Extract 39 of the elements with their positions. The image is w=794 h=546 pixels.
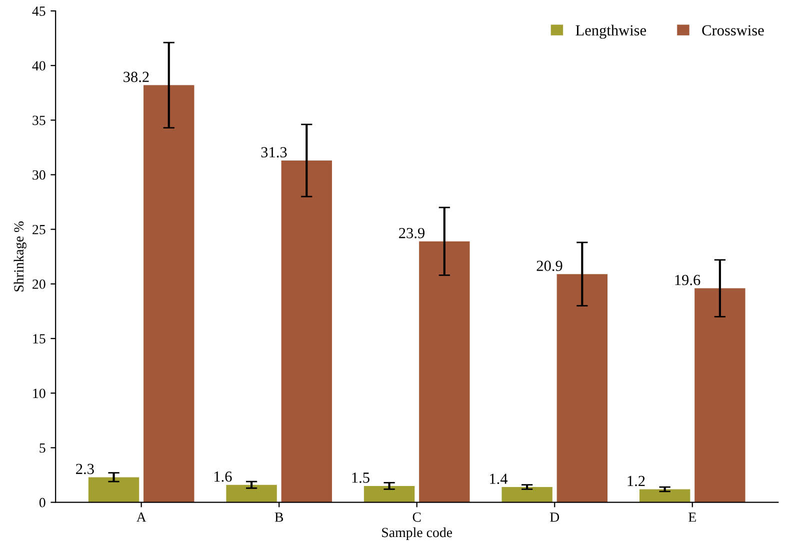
data-label: 31.3 xyxy=(261,147,287,158)
data-label: 1.4 xyxy=(490,474,508,484)
data-label: 1.2 xyxy=(628,476,645,486)
bar xyxy=(226,484,277,502)
bar xyxy=(144,85,194,502)
y-axis-title: Shrinkage % xyxy=(14,221,26,292)
bar xyxy=(694,288,746,502)
data-label: 20.9 xyxy=(536,260,562,272)
x-axis-title: Sample code xyxy=(382,527,452,540)
y-tick-label: 25 xyxy=(32,224,46,234)
bar xyxy=(639,489,690,502)
y-tick-label: 30 xyxy=(32,170,46,180)
data-label: 19.6 xyxy=(675,274,700,286)
bar xyxy=(419,241,470,502)
y-tick-label: 10 xyxy=(33,388,46,398)
bar xyxy=(502,487,552,502)
y-tick-label: 40 xyxy=(32,61,46,70)
legend-label: Crosswise xyxy=(702,25,764,36)
y-tick-label: 20 xyxy=(32,280,46,289)
bar xyxy=(88,477,140,502)
data-label: 23.9 xyxy=(399,228,424,238)
data-label: 1.6 xyxy=(214,471,232,482)
x-tick-label: B xyxy=(274,512,284,522)
x-tick-label: A xyxy=(136,512,146,522)
x-tick-label: D xyxy=(550,512,560,522)
bar xyxy=(364,486,415,502)
x-tick-label: C xyxy=(412,512,421,522)
y-tick-label: 15 xyxy=(33,334,46,344)
y-tick-label: 5 xyxy=(40,443,46,453)
y-tick-label: 35 xyxy=(32,116,46,126)
data-label: 1.5 xyxy=(352,472,370,483)
data-label: 2.3 xyxy=(76,464,94,474)
y-tick-label: 0 xyxy=(39,498,46,508)
legend-label: Lengthwise xyxy=(576,24,646,39)
bar xyxy=(556,274,608,502)
x-tick-label: E xyxy=(688,512,696,522)
bar xyxy=(281,160,332,502)
data-label: 38.2 xyxy=(124,72,149,82)
y-tick-label: 45 xyxy=(32,6,46,16)
